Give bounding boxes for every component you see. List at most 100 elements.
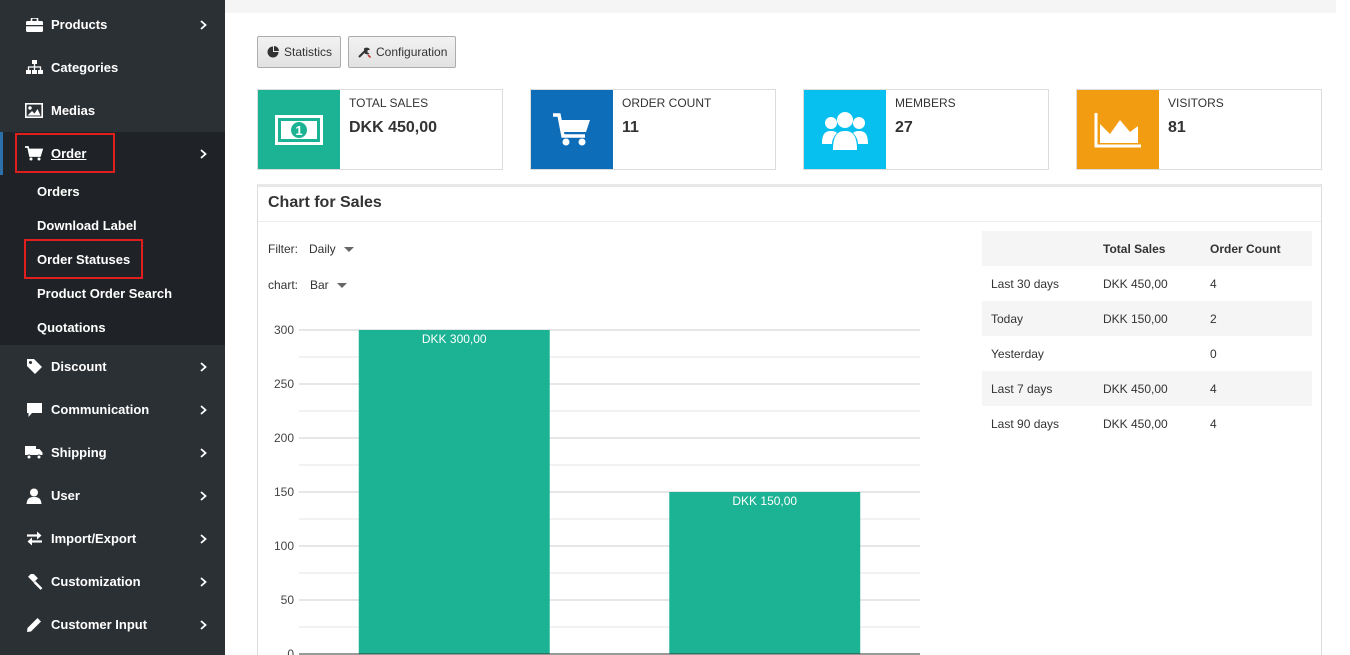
submenu-item-product-order-search[interactable]: Product Order Search (37, 286, 173, 301)
sidebar-item-label: Products (51, 17, 108, 32)
sidebar-item-categories[interactable]: Categories (0, 46, 225, 89)
sidebar-item-customer-input[interactable]: Customer Input (0, 603, 225, 646)
sidebar-item-label: Import/Export (51, 531, 137, 546)
submenu-item-quotations[interactable]: Quotations (37, 320, 106, 335)
card-caption: TOTAL SALES (349, 96, 429, 110)
statistics-button[interactable]: Statistics (257, 36, 342, 68)
caret-down-icon (343, 246, 354, 252)
briefcase-icon (25, 17, 43, 33)
sidebar-item-import-export[interactable]: Import/Export (0, 517, 225, 560)
y-tick-label: 0 (287, 647, 294, 655)
table-cell: Last 7 days (991, 382, 1053, 396)
table-header-row: Total Sales Order Count (982, 231, 1312, 266)
chevron-right-icon (200, 404, 207, 415)
comment-icon (25, 402, 43, 418)
sidebar-item-order[interactable]: Order (0, 132, 225, 175)
bar (358, 330, 550, 654)
top-strip (225, 0, 1350, 13)
wrench-icon (358, 47, 371, 58)
sidebar-item-user[interactable]: User (0, 474, 225, 517)
caret-down-icon (336, 282, 347, 288)
chevron-right-icon (200, 533, 207, 544)
y-tick-label: 50 (281, 593, 295, 607)
chevron-right-icon (200, 19, 207, 30)
sidebar-item-label: Customer Input (51, 617, 148, 632)
card-value: 81 (1168, 119, 1186, 136)
sidebar-item-medias[interactable]: Medias (0, 89, 225, 132)
table-cell: Today (991, 312, 1024, 326)
panel-title: Chart for Sales (268, 194, 382, 211)
table-cell: DKK 450,00 (1103, 277, 1168, 291)
statistics-button-label: Statistics (284, 45, 333, 59)
card-caption: ORDER COUNT (622, 96, 712, 110)
chevron-right-icon (200, 619, 207, 630)
table-cell: 4 (1210, 417, 1217, 431)
sales-bar-chart: 0 50 100 150 200 250 300 DKK 300,00 DKK 150,00 (274, 323, 920, 655)
exchange-icon (25, 531, 43, 547)
y-tick-label: 100 (274, 539, 294, 553)
configuration-button-label: Configuration (376, 45, 448, 59)
chevron-right-icon (200, 576, 207, 587)
users-icon (804, 90, 886, 169)
bar-data-label: DKK 300,00 (422, 332, 487, 346)
submenu-item-orders[interactable]: Orders (37, 184, 80, 199)
chevron-right-icon (200, 490, 207, 501)
table-cell: 4 (1210, 277, 1217, 291)
table-cell: DKK 450,00 (1103, 417, 1168, 431)
card-value: 27 (895, 119, 913, 136)
table-cell: DKK 450,00 (1103, 382, 1168, 396)
cart-icon (531, 90, 613, 169)
y-tick-label: 200 (274, 431, 294, 445)
submenu-item-order-statuses[interactable]: Order Statuses (37, 252, 131, 267)
sidebar-item-products[interactable]: Products (0, 3, 225, 46)
y-tick-label: 300 (274, 323, 294, 337)
filter-select[interactable]: Daily (309, 242, 354, 256)
card-value: DKK 450,00 (349, 119, 438, 136)
sidebar-item-label: Discount (51, 359, 107, 374)
sidebar-item-discount[interactable]: Discount (0, 345, 225, 388)
panel-divider (258, 221, 1321, 222)
sidebar-item-shipping[interactable]: Shipping (0, 431, 225, 474)
right-strip (1336, 0, 1350, 655)
pie-chart-icon (267, 46, 279, 58)
truck-icon (25, 445, 43, 461)
table-row: Last 30 days DKK 450,00 4 (982, 266, 1312, 301)
gavel-icon (25, 573, 43, 590)
sidebar-item-customization[interactable]: Customization (0, 560, 225, 603)
table-cell: DKK 150,00 (1103, 312, 1168, 326)
active-indicator (0, 132, 3, 175)
sidebar-item-label: Categories (51, 60, 119, 75)
chevron-right-icon (200, 447, 207, 458)
cart-icon (25, 146, 43, 162)
sidebar-item-label: Medias (51, 103, 96, 118)
sales-stats-table: Total Sales Order Count Last 30 days DKK… (982, 231, 1312, 441)
table-cell: 4 (1210, 382, 1217, 396)
card-caption: VISITORS (1168, 96, 1224, 110)
chart-type-select-value: Bar (310, 278, 329, 292)
chart-type-label: chart: (268, 278, 299, 292)
submenu-item-download-label[interactable]: Download Label (37, 218, 137, 233)
bar (669, 492, 861, 654)
sitemap-icon (25, 60, 43, 76)
table-cell: 0 (1210, 347, 1217, 361)
visitors-card: VISITORS 81 (1076, 89, 1322, 170)
filter-select-value: Daily (309, 242, 336, 256)
y-tick-label: 250 (274, 377, 294, 391)
chart-type-select[interactable]: Bar (310, 278, 347, 292)
sidebar: Products Categories Medias Order Orders … (0, 0, 225, 655)
members-card: MEMBERS 27 (803, 89, 1049, 170)
chevron-right-icon (200, 148, 207, 159)
table-row: Last 7 days DKK 450,00 4 (982, 371, 1312, 406)
table-cell: Yesterday (991, 347, 1044, 361)
area-chart-icon (1077, 90, 1159, 169)
table-row: Today DKK 150,00 2 (982, 301, 1312, 336)
tag-icon (25, 359, 43, 375)
order-count-card: ORDER COUNT 11 (530, 89, 776, 170)
configuration-button[interactable]: Configuration (348, 36, 457, 68)
card-caption: MEMBERS (895, 96, 956, 110)
y-tick-label: 150 (274, 485, 294, 499)
table-cell: 2 (1210, 312, 1217, 326)
table-cell: Last 30 days (991, 277, 1060, 291)
sidebar-item-communication[interactable]: Communication (0, 388, 225, 431)
bar-data-label: DKK 150,00 (732, 494, 797, 508)
